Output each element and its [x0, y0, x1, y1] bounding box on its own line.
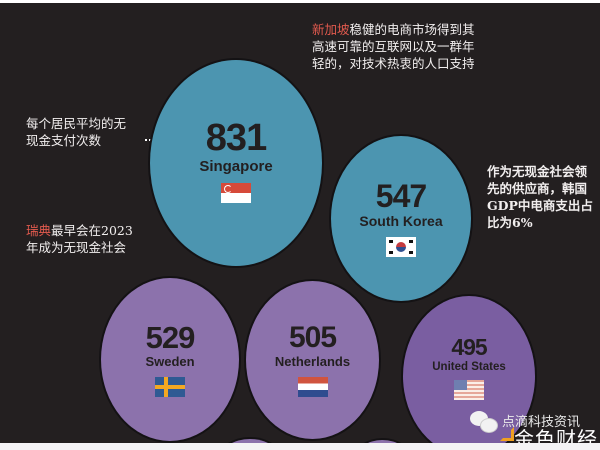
- singapore-note-line3: 轻的，对技术热衷的人口支持: [312, 56, 475, 71]
- bubble-country: Sweden: [145, 353, 195, 369]
- korea-note-line3: GDP中电商支出占: [487, 198, 593, 213]
- metric-note: 每个居民平均的无 现金支付次数: [26, 115, 126, 149]
- partial-bubble: [220, 439, 280, 443]
- singapore-note-line2: 高速可靠的互联网以及一群年: [312, 39, 475, 54]
- metric-note-line1: 每个居民平均的无: [26, 116, 127, 131]
- bubble-value: 505: [288, 320, 337, 354]
- watermark: 点滴科技资讯 金色财经: [470, 411, 597, 443]
- korea-note-line2: 先的供应商，韩国: [487, 181, 588, 196]
- infographic-canvas: 新加坡稳健的电商市场得到其 高速可靠的互联网以及一群年 轻的，对技术热衷的人口支…: [0, 3, 600, 443]
- wechat-icon: [470, 411, 498, 433]
- singapore-highlight: 新加坡: [312, 22, 350, 37]
- south-korea-flag-icon: [386, 237, 416, 258]
- sweden-note-line1: 最早会在2023: [51, 223, 133, 238]
- netherlands-flag-icon: [297, 377, 328, 398]
- sweden-note-line2: 年成为无现金社会: [26, 240, 127, 255]
- watermark-brand: 金色财经: [514, 427, 598, 443]
- bubble-value: 495: [451, 334, 487, 360]
- bubble-value: 529: [145, 319, 196, 355]
- us-flag-icon: [454, 379, 484, 400]
- sweden-highlight: 瑞典: [26, 223, 52, 238]
- bubble-value: 547: [375, 177, 427, 214]
- bubble-sweden: 529 Sweden: [101, 278, 239, 441]
- korea-note-line4: 比为6%: [487, 215, 533, 230]
- singapore-note-line1: 稳健的电商市场得到其: [349, 22, 475, 37]
- sweden-flag-icon: [155, 377, 185, 398]
- bubble-singapore: 831 Singapore: [150, 60, 322, 266]
- sweden-note: 瑞典最早会在2023 年成为无现金社会: [26, 222, 133, 256]
- singapore-flag-icon: [221, 183, 251, 204]
- bubble-country: Singapore: [199, 157, 273, 175]
- bubble-south-korea: 547 South Korea: [331, 136, 471, 301]
- korea-note-line1: 作为无现金社会领: [487, 164, 588, 179]
- watermark-source: 点滴科技资讯: [502, 415, 581, 430]
- bubble-united-states: 495 United States: [403, 296, 535, 443]
- metric-note-line2: 现金支付次数: [26, 133, 102, 148]
- bubble-value: 831: [205, 116, 267, 159]
- bubble-country: Netherlands: [274, 353, 351, 369]
- korea-note: 作为无现金社会领 先的供应商，韩国 GDP中电商支出占 比为6%: [487, 163, 593, 231]
- bubble-country: South Korea: [359, 212, 443, 229]
- jinse-logo-icon: [500, 427, 514, 441]
- bubble-country: United States: [432, 361, 506, 373]
- singapore-note: 新加坡稳健的电商市场得到其 高速可靠的互联网以及一群年 轻的，对技术热衷的人口支…: [312, 21, 475, 72]
- bottom-border: [0, 443, 600, 450]
- bubble-netherlands: 505 Netherlands: [246, 281, 379, 439]
- partial-bubble: [355, 440, 410, 443]
